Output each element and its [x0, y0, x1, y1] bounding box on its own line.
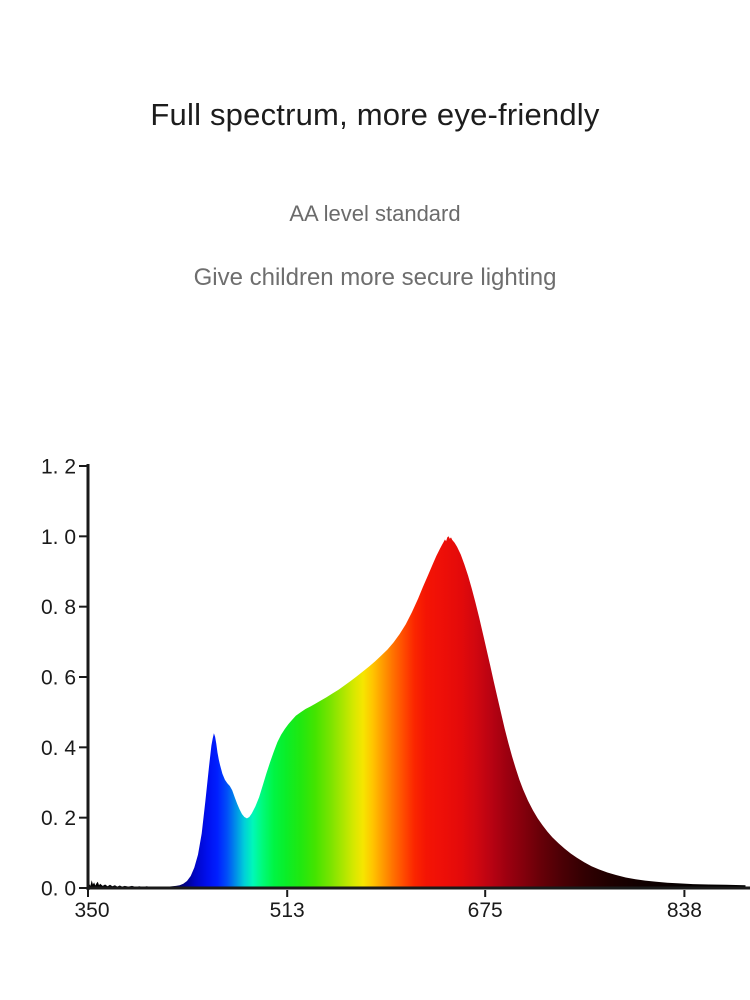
subtitle-secure-lighting: Give children more secure lighting: [193, 264, 557, 291]
y-tick-label: 0. 8: [41, 596, 76, 619]
y-tick-label: 1. 0: [41, 526, 76, 549]
y-tick-label: 0. 0: [41, 878, 76, 901]
page-title: Full spectrum, more eye-friendly: [150, 97, 600, 132]
y-tick-label: 1. 2: [41, 456, 76, 479]
x-tick-label: 350: [74, 899, 109, 922]
y-tick-label: 0. 4: [41, 737, 76, 760]
x-tick-label: 513: [270, 899, 305, 922]
x-tick-label: 675: [468, 899, 503, 922]
subtitle-aa-level: AA level standard: [289, 201, 461, 226]
y-tick-label: 0. 6: [41, 667, 76, 690]
x-tick-label: 838: [667, 899, 702, 922]
spectrum-area: [88, 536, 746, 888]
y-tick-label: 0. 2: [41, 807, 76, 830]
